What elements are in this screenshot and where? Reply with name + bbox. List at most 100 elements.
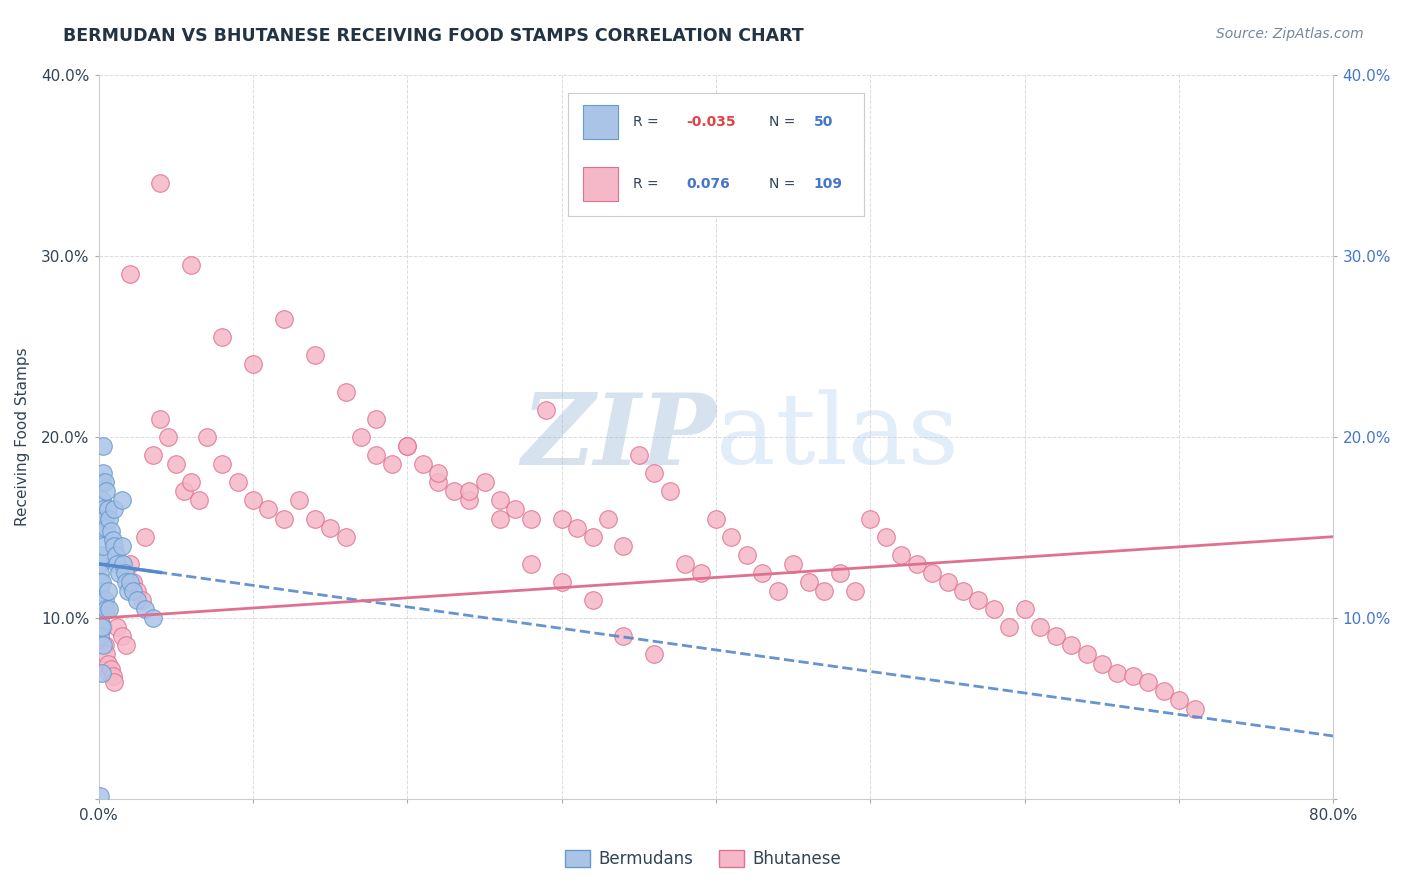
Point bbox=[813, 584, 835, 599]
Point bbox=[89, 593, 111, 607]
Point bbox=[149, 176, 172, 190]
Point bbox=[96, 648, 118, 662]
Point bbox=[412, 457, 434, 471]
Point bbox=[91, 467, 114, 481]
Point bbox=[101, 669, 124, 683]
Point bbox=[396, 439, 419, 453]
Point bbox=[89, 602, 111, 616]
Point bbox=[118, 557, 141, 571]
Point bbox=[319, 520, 342, 534]
Point bbox=[89, 557, 111, 571]
Point bbox=[100, 662, 122, 676]
Point bbox=[103, 502, 125, 516]
Point bbox=[90, 665, 112, 680]
Point bbox=[117, 584, 139, 599]
Point bbox=[489, 493, 512, 508]
Point bbox=[118, 574, 141, 589]
Point bbox=[97, 584, 120, 599]
Point bbox=[1153, 683, 1175, 698]
Point bbox=[875, 530, 897, 544]
Point bbox=[766, 584, 789, 599]
Point bbox=[105, 557, 128, 571]
Point bbox=[89, 789, 111, 803]
Point bbox=[89, 574, 111, 589]
Point bbox=[1060, 639, 1083, 653]
Point bbox=[520, 557, 543, 571]
Point bbox=[103, 674, 125, 689]
Point bbox=[735, 548, 758, 562]
Point bbox=[952, 584, 974, 599]
Point bbox=[100, 524, 122, 539]
Point bbox=[350, 430, 373, 444]
Y-axis label: Receiving Food Stamps: Receiving Food Stamps bbox=[15, 348, 30, 526]
Point bbox=[127, 584, 149, 599]
Point bbox=[505, 502, 527, 516]
Point bbox=[211, 330, 233, 344]
Point bbox=[111, 493, 134, 508]
Point bbox=[90, 574, 112, 589]
Point bbox=[581, 530, 603, 544]
Point bbox=[165, 457, 187, 471]
Point bbox=[304, 511, 326, 525]
Point bbox=[89, 611, 111, 625]
Point bbox=[581, 593, 603, 607]
Point bbox=[134, 530, 156, 544]
Text: Source: ZipAtlas.com: Source: ZipAtlas.com bbox=[1216, 27, 1364, 41]
Point bbox=[273, 312, 295, 326]
Point bbox=[98, 665, 121, 680]
Point bbox=[967, 593, 990, 607]
Point bbox=[983, 602, 1005, 616]
Point bbox=[89, 566, 111, 580]
Point bbox=[1029, 620, 1052, 634]
Point bbox=[89, 574, 111, 589]
Point bbox=[111, 629, 134, 643]
Point bbox=[242, 358, 264, 372]
Point bbox=[828, 566, 851, 580]
Point bbox=[658, 484, 681, 499]
Point bbox=[381, 457, 404, 471]
Point bbox=[720, 530, 742, 544]
Point bbox=[1184, 702, 1206, 716]
Point bbox=[704, 511, 727, 525]
Point bbox=[335, 384, 357, 399]
Point bbox=[257, 502, 280, 516]
Point bbox=[242, 493, 264, 508]
Point bbox=[131, 593, 153, 607]
Point bbox=[1122, 669, 1144, 683]
Point bbox=[1091, 657, 1114, 671]
Point bbox=[157, 430, 180, 444]
Point bbox=[111, 539, 134, 553]
Point bbox=[643, 648, 665, 662]
Point bbox=[97, 657, 120, 671]
Point bbox=[211, 457, 233, 471]
Point bbox=[98, 602, 121, 616]
Point bbox=[91, 439, 114, 453]
Point bbox=[115, 639, 138, 653]
Point bbox=[396, 439, 419, 453]
Point bbox=[94, 639, 117, 653]
Point bbox=[921, 566, 943, 580]
Point bbox=[366, 448, 388, 462]
Point bbox=[149, 412, 172, 426]
Point bbox=[91, 620, 114, 634]
Point bbox=[97, 502, 120, 516]
Point bbox=[101, 533, 124, 548]
Point bbox=[751, 566, 773, 580]
Point bbox=[596, 511, 619, 525]
Point bbox=[689, 566, 711, 580]
Point bbox=[1107, 665, 1129, 680]
Point bbox=[103, 539, 125, 553]
Point bbox=[89, 620, 111, 634]
Point bbox=[180, 475, 202, 490]
Point bbox=[859, 511, 882, 525]
Point bbox=[90, 493, 112, 508]
Point bbox=[520, 511, 543, 525]
Point bbox=[91, 539, 114, 553]
Point bbox=[112, 557, 135, 571]
Point bbox=[104, 548, 127, 562]
Point bbox=[1137, 674, 1160, 689]
Point bbox=[782, 557, 804, 571]
Point bbox=[89, 629, 111, 643]
Point bbox=[998, 620, 1021, 634]
Point bbox=[612, 539, 634, 553]
